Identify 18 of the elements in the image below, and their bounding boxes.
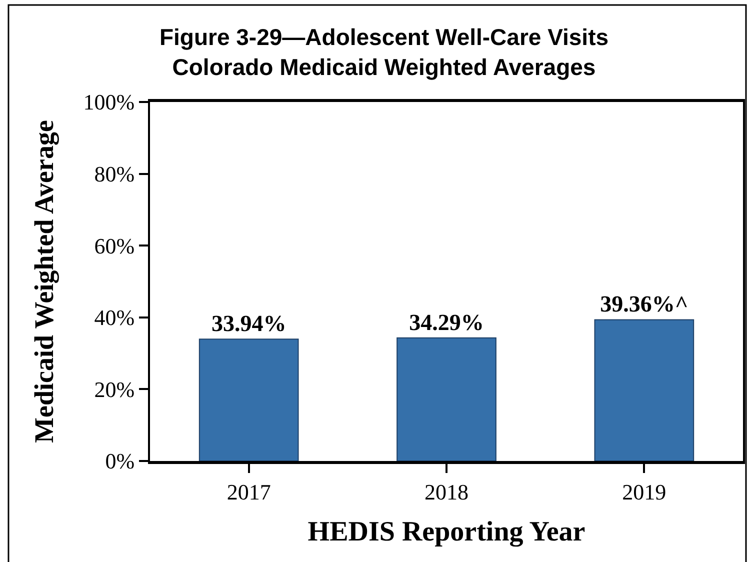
data-label: 39.36%^ — [600, 292, 688, 317]
y-tick-label: 0% — [105, 448, 135, 474]
chart-title: Figure 3-29—Adolescent Well-Care Visits Colorado Medicaid Weighted Averages — [159, 24, 609, 80]
y-tick-label: 100% — [83, 90, 135, 115]
x-tick-label: 2018 — [424, 479, 468, 504]
bar — [396, 337, 496, 461]
x-tick-label: 2019 — [622, 479, 666, 504]
y-tick-label: 60% — [94, 233, 135, 258]
y-tick-label: 80% — [94, 162, 135, 186]
x-axis-title: HEDIS Reporting Year — [308, 516, 586, 548]
y-axis-title: Medicaid Weighted Average — [28, 120, 59, 443]
data-label: 34.29% — [409, 310, 484, 335]
x-tick-label: 2017 — [226, 479, 271, 504]
y-tick-label: 20% — [94, 376, 135, 402]
y-tick-label: 40% — [94, 305, 135, 330]
data-label: 33.94% — [211, 311, 286, 336]
bar — [198, 338, 299, 461]
bar — [594, 319, 694, 461]
